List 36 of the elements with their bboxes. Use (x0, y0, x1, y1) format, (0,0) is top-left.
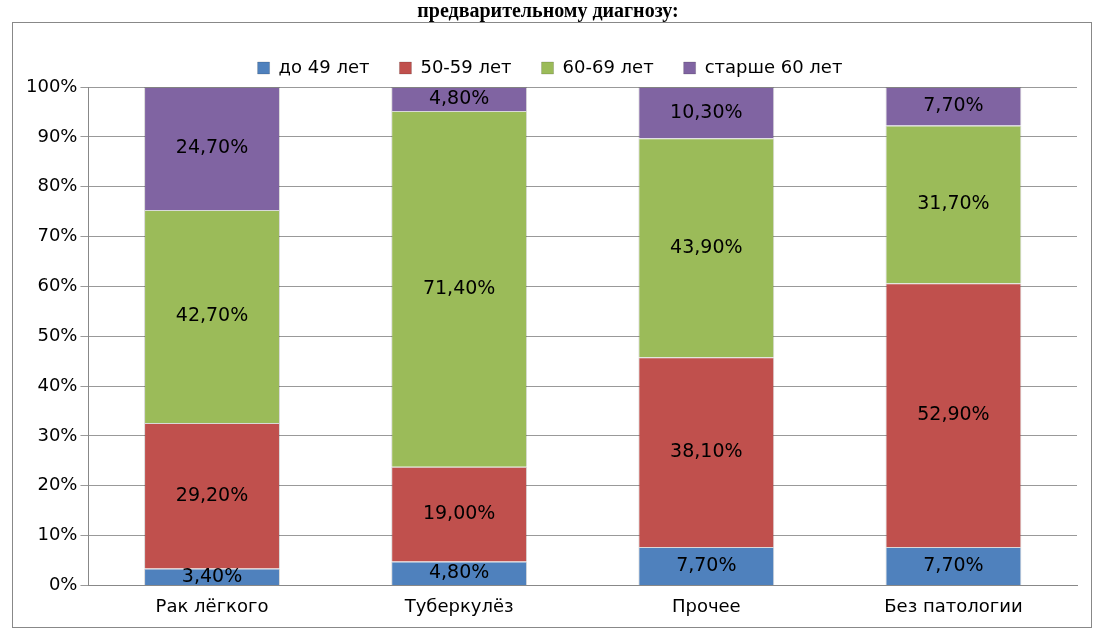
x-tick-label: Туберкулёз (403, 594, 514, 616)
y-tick-label: 20% (37, 473, 78, 495)
y-tick-label: 100% (25, 74, 78, 96)
data-label: 7,70% (923, 552, 984, 575)
y-tick-label: 30% (37, 423, 78, 445)
y-tick-label: 70% (37, 224, 78, 246)
data-label: 7,70% (676, 552, 737, 575)
data-label: 7,70% (923, 93, 984, 116)
x-tick-label: Прочее (671, 594, 741, 616)
y-tick-label: 90% (37, 124, 78, 146)
y-tick-label: 10% (37, 523, 78, 545)
data-label: 19,00% (422, 501, 496, 524)
data-label: 42,70% (175, 303, 249, 326)
data-label: 3,40% (181, 563, 243, 586)
y-tick-label: 0% (48, 573, 78, 595)
y-tick-label: 50% (37, 323, 78, 345)
data-label: 29,20% (175, 482, 249, 505)
x-tick-label: Без патологии (884, 594, 1023, 616)
data-label: 31,70% (917, 191, 990, 214)
data-label: 4,80% (428, 560, 490, 583)
data-label: 52,90% (917, 402, 990, 425)
data-label: 4,80% (428, 85, 490, 108)
data-label: 10,30% (670, 99, 743, 122)
data-label: 43,90% (670, 234, 743, 257)
data-label: 24,70% (175, 135, 249, 158)
chart-title: предварительному диагнозу: (416, 0, 680, 21)
legend-label: старше 60 лет (704, 55, 843, 77)
legend-label: до 49 лет (278, 55, 370, 77)
y-tick-label: 40% (37, 373, 78, 395)
legend-label: 50-59 лет (420, 55, 512, 77)
y-tick-label: 60% (37, 274, 78, 296)
data-label: 71,40% (422, 275, 496, 298)
y-tick-label: 80% (37, 174, 78, 196)
x-tick-label: Рак лёгкого (155, 594, 269, 616)
data-label: 38,10% (670, 439, 743, 462)
legend-label: 60-69 лет (562, 55, 654, 77)
